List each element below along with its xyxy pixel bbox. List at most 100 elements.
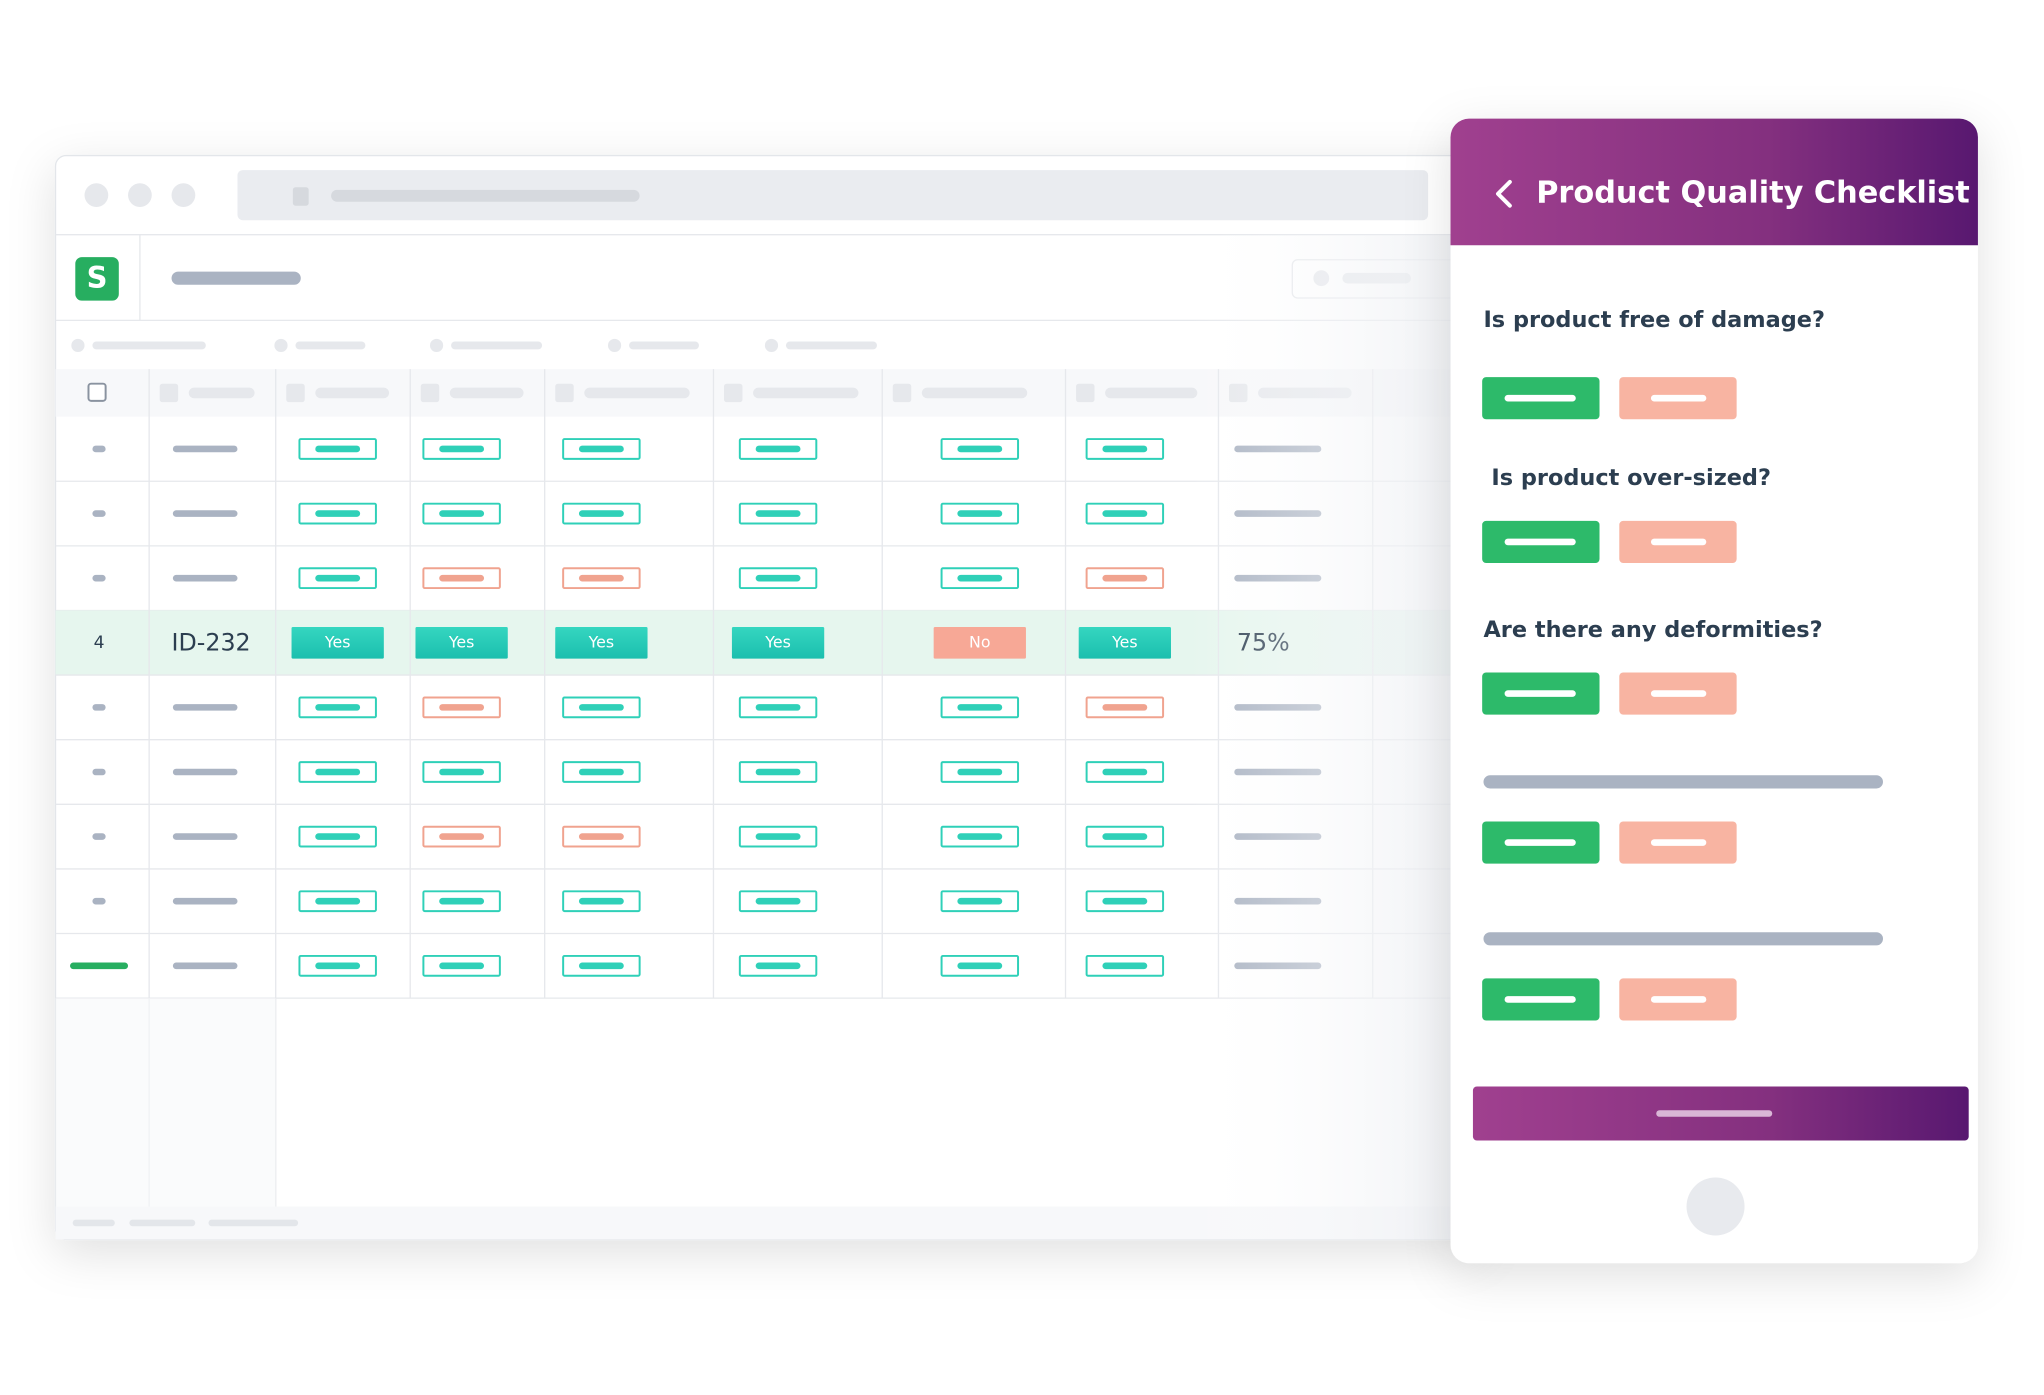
id-placeholder [172,897,238,905]
status-fill [315,510,361,517]
status-fill [957,833,1003,840]
status-fill [957,574,1003,582]
header-icon [286,383,305,403]
status-fill [1102,445,1148,453]
status-fill [755,833,801,840]
row-marker [92,833,106,840]
status-fill [1102,510,1148,517]
row-id: ID-232 [172,629,251,657]
header-icon [892,383,912,403]
status-badge [1078,626,1171,659]
status-label: Yes [588,632,615,651]
status-fill [578,897,624,905]
status-fill [755,574,801,582]
yes-placeholder [1504,394,1576,402]
status-badge [415,626,508,659]
status-fill [439,962,485,970]
status-fill [315,445,361,453]
status-fill [1102,768,1148,776]
status-fill [578,768,624,776]
status-fill [439,833,485,840]
filter-placeholder [785,341,877,350]
yes-placeholder [1504,690,1576,697]
header-placeholder [753,387,859,399]
header-icon [724,383,743,403]
status-fill [957,768,1003,776]
header-placeholder [584,387,690,399]
no-placeholder [1650,996,1707,1003]
status-fill [957,962,1003,970]
filter-placeholder [295,341,366,350]
question: Is product over-sized? [1491,465,1771,491]
status-fill [315,574,361,582]
status-fill [957,445,1003,453]
header-placeholder [1105,387,1198,399]
mobile-panel: Product Quality Checklist Is product fre… [1450,118,1978,1264]
status-label: Yes [1111,632,1138,651]
status-fill [439,897,485,905]
status-fill [578,574,624,582]
status-fill [315,704,361,711]
filter-dot [764,338,779,353]
back-button[interactable] [1496,179,1512,208]
status-fill [439,704,485,711]
header-icon [555,383,574,403]
question: Are there any deformities? [1483,617,1822,643]
filter-dot [429,338,444,353]
row-marker [92,445,106,453]
id-placeholder [172,962,238,970]
id-placeholder [172,574,238,582]
status-fill [578,833,624,840]
status-fill [315,768,361,776]
status-fill [755,897,801,905]
filter-dot [71,338,85,353]
row-marker [92,897,106,905]
header-placeholder [188,387,255,399]
question: Is product free of damage? [1483,307,1825,333]
svg-text:S: S [87,261,108,295]
status-fill [755,510,801,517]
question-placeholder [1483,932,1883,946]
status-fill [1102,962,1148,970]
browser-window: S 4ID-232YesYesYesYesNoYes75% [54,154,1481,1241]
status-fill [1102,897,1148,905]
status-fill [315,897,361,905]
status-fill [755,768,801,776]
status-fill [1102,574,1148,582]
status-badge [555,626,648,659]
filter-dot [274,338,288,353]
no-placeholder [1650,690,1707,697]
header-placeholder [921,387,1028,399]
row-number: 4 [94,633,105,653]
no-placeholder [1650,839,1707,846]
checklist-title: Product Quality Checklist [1536,175,1970,210]
header-icon [420,383,440,403]
filter-dot [607,338,622,353]
filter-placeholder [92,341,206,350]
status-badge [291,626,384,659]
row-marker [92,768,106,776]
status-fill [578,704,624,711]
id-placeholder [172,704,238,711]
row-marker [92,704,106,711]
row-marker [92,574,106,582]
row-marker [70,962,129,970]
home-button[interactable] [1686,1177,1745,1236]
status-fill [1102,704,1148,711]
status-fill [315,833,361,840]
header-placeholder [449,387,524,399]
status-badge [731,626,825,659]
status-fill [957,704,1003,711]
no-placeholder [1650,394,1707,402]
no-placeholder [1650,538,1707,546]
header-icon [1076,383,1095,403]
fade-overlay [1186,234,1480,1240]
status-fill [578,445,624,453]
yes-placeholder [1504,839,1576,846]
row-marker [92,510,106,517]
id-placeholder [172,768,238,776]
header-icon [159,383,179,403]
status-fill [957,510,1003,517]
filter-placeholder [451,341,543,350]
header-placeholder [315,387,390,399]
